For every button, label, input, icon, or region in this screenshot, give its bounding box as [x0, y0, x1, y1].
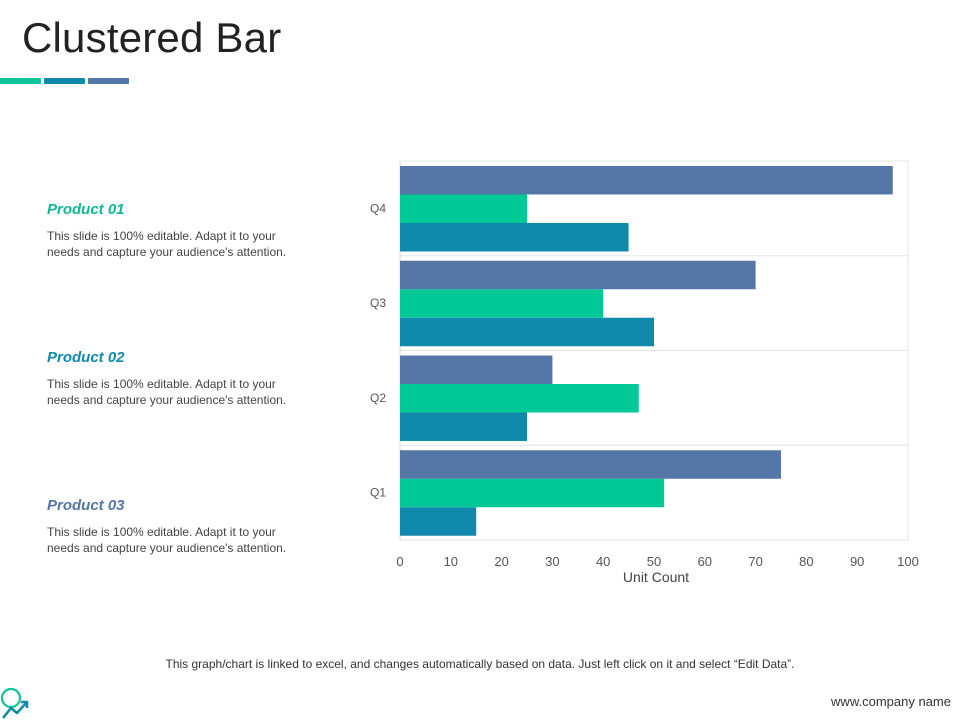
- x-tick-label: 50: [647, 554, 661, 569]
- product-title: Product 03: [47, 497, 125, 514]
- product-description-line: This slide is 100% editable. Adapt it to…: [47, 229, 276, 243]
- y-tick-label: Q3: [370, 296, 386, 310]
- x-tick-label: 70: [748, 554, 762, 569]
- x-tick-label: 0: [396, 554, 403, 569]
- y-tick-label: Q2: [370, 391, 386, 405]
- slide-title: Clustered Bar: [22, 14, 282, 61]
- x-axis-title: Unit Count: [623, 569, 689, 585]
- bar-q2-series-3: [400, 355, 553, 384]
- product-title: Product 01: [47, 201, 125, 218]
- bar-q1-series-2: [400, 478, 665, 508]
- x-tick-label: 60: [698, 554, 712, 569]
- y-tick-label: Q1: [370, 486, 386, 500]
- accent-bar-2: [44, 78, 85, 84]
- accent-bar-1: [0, 78, 41, 84]
- x-tick-label: 100: [897, 554, 919, 569]
- bar-q1-series-3: [400, 450, 781, 479]
- x-tick-label: 90: [850, 554, 864, 569]
- y-tick-label: Q4: [370, 201, 386, 215]
- product-description-line: needs and capture your audience's attent…: [47, 393, 287, 407]
- product-block-03: Product 03 This slide is 100% editable. …: [47, 497, 337, 556]
- accent-bar-3: [88, 78, 129, 84]
- bar-q3-series-1: [400, 317, 654, 347]
- bar-q1-series-1: [400, 507, 477, 536]
- product-description: This slide is 100% editable. Adapt it to…: [47, 524, 337, 556]
- bar-q3-series-3: [400, 260, 756, 290]
- x-tick-label: 20: [494, 554, 508, 569]
- bar-q2-series-2: [400, 384, 639, 413]
- product-description-line: This slide is 100% editable. Adapt it to…: [47, 525, 276, 539]
- footer-note: This graph/chart is linked to excel, and…: [165, 657, 795, 671]
- product-description: This slide is 100% editable. Adapt it to…: [47, 376, 337, 408]
- bar-q4-series-3: [400, 166, 893, 195]
- x-tick-label: 80: [799, 554, 813, 569]
- product-block-01: Product 01 This slide is 100% editable. …: [47, 201, 337, 260]
- search-growth-icon: [0, 687, 29, 719]
- product-description: This slide is 100% editable. Adapt it to…: [47, 228, 337, 260]
- x-tick-label: 10: [444, 554, 458, 569]
- bar-q4-series-1: [400, 223, 629, 252]
- product-block-02: Product 02 This slide is 100% editable. …: [47, 349, 337, 408]
- bar-q4-series-2: [400, 194, 527, 223]
- x-tick-label: 30: [545, 554, 559, 569]
- bar-q2-series-1: [400, 412, 527, 441]
- company-url[interactable]: www.company name: [831, 694, 951, 709]
- product-description-line: This slide is 100% editable. Adapt it to…: [47, 377, 276, 391]
- product-description-line: needs and capture your audience's attent…: [47, 541, 287, 555]
- product-description-line: needs and capture your audience's attent…: [47, 245, 287, 259]
- bar-q3-series-2: [400, 289, 604, 318]
- product-title: Product 02: [47, 349, 125, 366]
- x-tick-label: 40: [596, 554, 610, 569]
